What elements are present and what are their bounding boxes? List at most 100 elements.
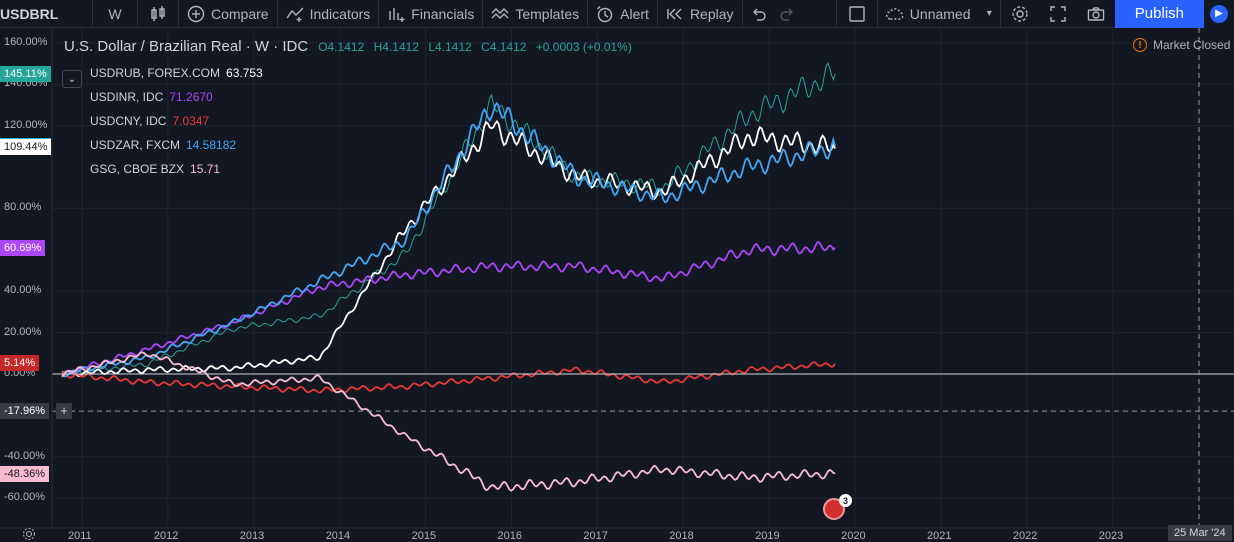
crosshair-date-label: 25 Mar '24: [1168, 525, 1232, 541]
expand-icon: [1049, 5, 1067, 23]
event-count-badge: 3: [839, 494, 852, 507]
plus-circle-icon: [187, 5, 205, 23]
divider: [835, 0, 837, 28]
redo-button[interactable]: [773, 0, 803, 28]
divider: [276, 0, 278, 28]
templates-button[interactable]: Templates: [483, 0, 587, 28]
chart-title: U.S. Dollar / Brazilian Real · W · IDC: [64, 38, 309, 55]
x-axis-tick-label: 2011: [68, 530, 92, 542]
x-axis-tick-label: 2012: [153, 530, 179, 542]
replay-label: Replay: [689, 5, 734, 22]
legend-series-row[interactable]: USDINR, IDC 71.2670: [90, 85, 638, 109]
compare-button[interactable]: Compare: [179, 0, 277, 28]
snapshot-button[interactable]: [1077, 0, 1115, 28]
divider: [178, 0, 179, 28]
alert-label: Alert: [620, 5, 649, 22]
chart-legend: U.S. Dollar / Brazilian Real · W · IDC O…: [62, 38, 638, 181]
interval-button[interactable]: W: [93, 0, 137, 28]
fullscreen-toggle-button[interactable]: [837, 0, 877, 28]
close-value: C4.1412: [481, 40, 527, 54]
y-axis-tick-label: 160.00%: [4, 35, 48, 48]
financials-label: Financials: [411, 5, 475, 22]
series-line-4: [61, 101, 836, 378]
divider: [137, 0, 138, 28]
redo-icon: [779, 5, 797, 23]
divider: [876, 0, 878, 28]
series-value: 7.0347: [172, 114, 210, 128]
ohlc-values: O4.1412 H4.1412 L4.1412 C4.1412 +0.0003 …: [318, 40, 638, 54]
x-axis-tick-label: 2019: [755, 530, 780, 542]
series-line-3: [61, 361, 836, 394]
x-axis-tick-label: 2023: [1098, 530, 1124, 542]
settings-button[interactable]: [1001, 0, 1039, 28]
templates-icon: [491, 5, 509, 23]
alarm-clock-icon: [596, 5, 614, 23]
chart-pane[interactable]: U.S. Dollar / Brazilian Real · W · IDC O…: [0, 28, 1234, 542]
alert-button[interactable]: Alert: [588, 0, 657, 28]
indicators-label: Indicators: [309, 5, 371, 22]
legend-series-row[interactable]: USDRUB, FOREX.COM 63.753: [90, 61, 638, 85]
replay-button[interactable]: Replay: [658, 0, 742, 28]
x-axis-tick-label: 2014: [325, 530, 351, 542]
fullscreen-button[interactable]: [1039, 0, 1077, 28]
settings-gear-icon[interactable]: [22, 527, 36, 541]
divider: [92, 0, 93, 28]
legend-series-row[interactable]: GSG, CBOE BZX 15.71: [90, 157, 638, 181]
x-axis-tick-label: 2016: [497, 530, 522, 542]
chevron-down-icon: ▾: [986, 8, 992, 19]
interval-label: W: [108, 5, 122, 22]
undo-icon: [749, 5, 767, 23]
low-value: L4.1412: [428, 40, 472, 54]
play-icon: ▶: [1210, 4, 1228, 23]
price-scale-badge: 60.69%: [0, 240, 46, 257]
bar-chart-icon: [387, 5, 405, 23]
rewind-icon: [666, 5, 684, 23]
top-toolbar: USDBRL W Compare Indicators Financials T…: [0, 0, 1234, 28]
series-label: USDINR, IDC: [90, 90, 164, 104]
legend-main-row[interactable]: U.S. Dollar / Brazilian Real · W · IDC O…: [64, 38, 638, 55]
divider: [482, 0, 484, 28]
legend-series-row[interactable]: USDCNY, IDC 7.0347: [90, 109, 638, 133]
layout-menu-button[interactable]: Unnamed ▾: [878, 0, 1000, 28]
add-plus-icon[interactable]: +: [56, 403, 72, 420]
candles-icon: [149, 5, 167, 23]
publish-button[interactable]: Publish: [1114, 0, 1204, 28]
divider: [999, 0, 1001, 28]
chart-style-button[interactable]: [138, 0, 178, 28]
price-scale-badge: -17.96%: [0, 403, 49, 420]
market-status[interactable]: ! Market Closed: [1133, 38, 1230, 52]
indicators-button[interactable]: Indicators: [278, 0, 379, 28]
series-value: 14.58182: [186, 138, 237, 152]
layout-name: Unnamed: [909, 5, 971, 22]
symbol-search-button[interactable]: USDBRL: [0, 0, 92, 28]
y-axis-tick-label: -40.00%: [4, 449, 45, 462]
series-line-1: [61, 119, 836, 378]
publish-label: Publish: [1134, 5, 1184, 22]
compare-series-list: USDRUB, FOREX.COM 63.753 USDINR, IDC 71.267…: [90, 61, 638, 181]
square-icon: [848, 5, 866, 23]
market-status-text: Market Closed: [1153, 38, 1231, 52]
y-axis-tick-label: 20.00%: [4, 325, 42, 338]
legend-collapse-button[interactable]: ⌄: [62, 70, 82, 88]
y-axis-tick-label: 120.00%: [4, 118, 48, 131]
y-axis-tick-label: 40.00%: [4, 284, 42, 297]
series-label: USDZAR, FXCM: [90, 138, 180, 152]
x-axis-tick-label: 2021: [927, 530, 952, 542]
price-chart[interactable]: [0, 28, 1234, 541]
legend-series-row[interactable]: USDZAR, FXCM 14.58182: [90, 133, 638, 157]
templates-label: Templates: [515, 5, 580, 22]
divider: [587, 0, 589, 28]
x-axis-tick-label: 2017: [583, 530, 608, 542]
series-label: USDCNY, IDC: [90, 114, 167, 128]
high-value: H4.1412: [373, 40, 419, 54]
price-scale-badge: 5.14%: [0, 355, 40, 372]
play-button[interactable]: ▶: [1204, 0, 1234, 28]
series-value: 63.753: [226, 66, 263, 80]
series-line-5: [61, 351, 836, 492]
undo-button[interactable]: [743, 0, 773, 28]
x-axis-tick-label: 2020: [841, 530, 866, 542]
financials-button[interactable]: Financials: [379, 0, 482, 28]
cloud-icon: [885, 5, 904, 23]
chevron-down-icon: ⌄: [67, 73, 77, 85]
x-axis-tick-label: 2013: [239, 530, 265, 542]
